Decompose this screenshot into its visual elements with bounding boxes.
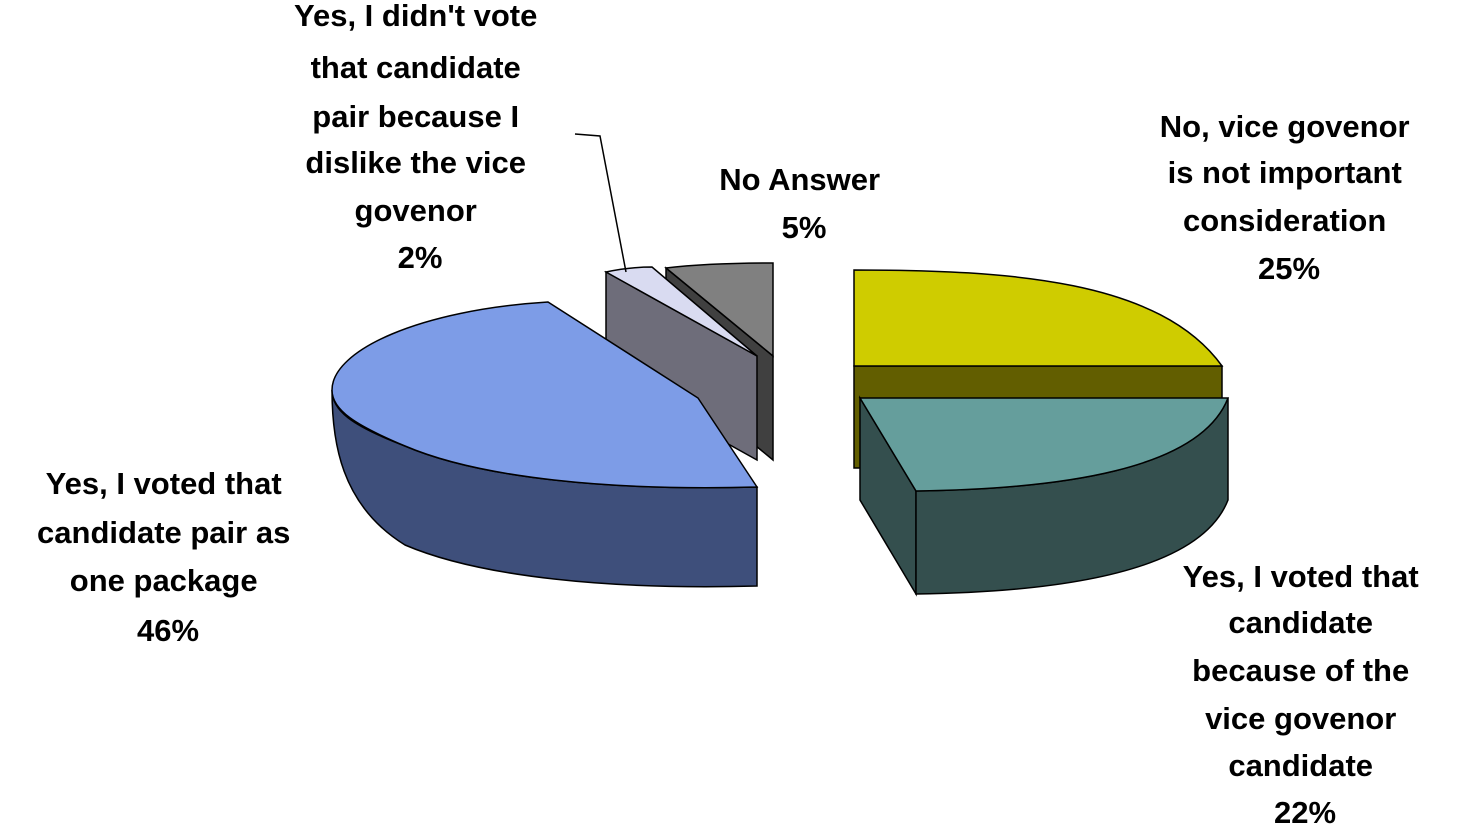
slice-one-package-top xyxy=(331,301,759,489)
label-dislike-vice-govenor: Yes, I didn't vote that candidate pair b… xyxy=(294,0,546,275)
label-line: candidate xyxy=(1228,605,1373,640)
label-line: govenor xyxy=(355,193,477,228)
label-line: that candidate xyxy=(311,50,521,85)
label-percent: 22% xyxy=(1274,795,1336,829)
label-line: consideration xyxy=(1183,203,1386,238)
label-percent: 2% xyxy=(398,240,443,275)
slice-because-vice-govenor xyxy=(858,395,1230,597)
label-line: one package xyxy=(70,563,258,598)
label-line: vice govenor xyxy=(1205,701,1396,736)
slice-dislike-vice-govenor-top xyxy=(603,266,758,357)
label-line: No, vice govenor xyxy=(1160,109,1410,144)
label-percent: 25% xyxy=(1258,251,1320,286)
label-percent: 5% xyxy=(782,210,827,245)
label-line: Yes, I voted that xyxy=(1183,559,1419,594)
slice-not-important-top xyxy=(853,269,1224,367)
label-line: candidate xyxy=(1228,748,1373,783)
slice-one-package xyxy=(331,301,759,588)
label-line: dislike the vice xyxy=(305,145,526,180)
label-line: pair because I xyxy=(312,99,519,134)
label-line: because of the xyxy=(1192,653,1409,688)
label-not-important: No, vice govenor is not important consid… xyxy=(1160,109,1418,286)
label-percent: 46% xyxy=(137,613,199,648)
label-line: candidate pair as xyxy=(37,515,290,550)
label-line: is not important xyxy=(1168,155,1402,190)
slice-because-vice-govenor-top xyxy=(858,397,1230,492)
label-no-answer: No Answer 5% xyxy=(719,162,888,245)
label-line: Yes, I didn't vote xyxy=(294,0,537,33)
label-because-vice-govenor: Yes, I voted that candidate because of t… xyxy=(1183,559,1428,829)
leader-line-dislike xyxy=(574,133,627,273)
label-one-package: Yes, I voted that candidate pair as one … xyxy=(37,466,299,648)
label-line: No Answer xyxy=(719,162,880,197)
label-line: Yes, I voted that xyxy=(46,466,282,501)
slice-no-answer-top xyxy=(664,262,774,358)
